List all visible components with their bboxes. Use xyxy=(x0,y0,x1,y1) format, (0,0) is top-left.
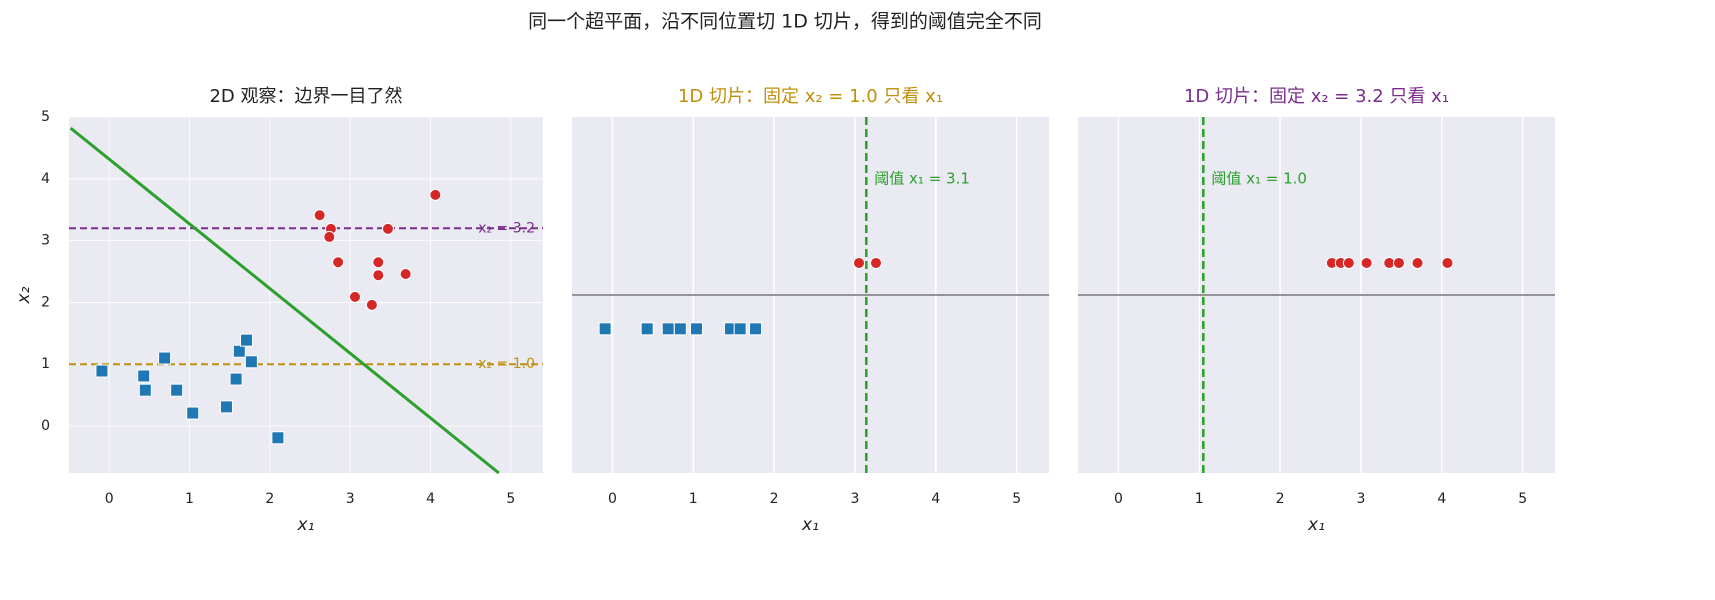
point xyxy=(673,322,687,336)
y-tick-label: 4 xyxy=(41,171,50,187)
x-tick-label: 1 xyxy=(1195,491,1204,507)
point xyxy=(372,256,385,269)
y-axis-label: x₂ xyxy=(14,286,34,304)
point xyxy=(598,322,612,336)
x-tick-label: 4 xyxy=(1437,491,1446,507)
point xyxy=(95,364,109,378)
plot-area xyxy=(69,117,543,473)
threshold-label: 阈值 x₁ = 1.0 xyxy=(1211,170,1307,188)
point xyxy=(323,230,336,243)
point xyxy=(1342,256,1355,269)
x-tick-label: 2 xyxy=(1276,491,1285,507)
point xyxy=(271,431,285,445)
point xyxy=(138,383,152,397)
point xyxy=(869,256,882,269)
hyperplane xyxy=(69,126,500,475)
point xyxy=(1392,256,1405,269)
x-tick-label: 3 xyxy=(346,491,355,507)
figure-title: 同一个超平面，沿不同位置切 1D 切片，得到的阈值完全不同 xyxy=(528,11,1042,33)
point xyxy=(240,333,254,347)
y-tick-label: 0 xyxy=(41,418,50,434)
x-tick-label: 3 xyxy=(851,491,860,507)
point xyxy=(365,298,378,311)
point xyxy=(381,222,394,235)
x-tick-label: 0 xyxy=(105,491,114,507)
panel-title: 1D 切片：固定 x₂ = 1.0 只看 x₁ xyxy=(678,86,943,107)
point xyxy=(1411,256,1424,269)
x-tick-label: 5 xyxy=(506,491,515,507)
point xyxy=(244,355,258,369)
x-tick-label: 0 xyxy=(1114,491,1123,507)
panel-title: 2D 观察：边界一目了然 xyxy=(209,86,402,107)
threshold-label: 阈值 x₁ = 3.1 xyxy=(874,170,970,188)
x-tick-label: 1 xyxy=(689,491,698,507)
reference-label: x₂ = 3.2 xyxy=(478,220,535,236)
point xyxy=(219,400,233,414)
point xyxy=(229,372,243,386)
x-tick-label: 2 xyxy=(265,491,274,507)
y-tick-label: 2 xyxy=(41,294,50,310)
point xyxy=(640,322,654,336)
x-tick-label: 4 xyxy=(426,491,435,507)
x-axis-label: x₁ xyxy=(801,515,819,535)
x-axis-label: x₁ xyxy=(1307,515,1325,535)
panel-title: 1D 切片：固定 x₂ = 3.2 只看 x₁ xyxy=(1184,86,1449,107)
point xyxy=(313,209,326,222)
point xyxy=(1441,256,1454,269)
x-axis-label: x₁ xyxy=(297,515,315,535)
x-tick-label: 5 xyxy=(1012,491,1021,507)
point xyxy=(232,344,246,358)
point xyxy=(137,369,151,383)
x-tick-label: 3 xyxy=(1357,491,1366,507)
point xyxy=(186,406,200,420)
y-tick-label: 1 xyxy=(41,356,50,372)
y-tick-label: 5 xyxy=(41,109,50,125)
x-tick-label: 1 xyxy=(185,491,194,507)
point xyxy=(170,383,184,397)
point xyxy=(690,322,704,336)
x-tick-label: 2 xyxy=(770,491,779,507)
point xyxy=(158,351,172,365)
point xyxy=(853,256,866,269)
point xyxy=(661,322,675,336)
point xyxy=(349,290,362,303)
x-tick-label: 0 xyxy=(608,491,617,507)
reference-label: x₂ = 1.0 xyxy=(478,356,535,372)
point xyxy=(399,267,412,280)
point xyxy=(372,269,385,282)
point xyxy=(1360,256,1373,269)
point xyxy=(429,188,442,201)
y-tick-label: 3 xyxy=(41,233,50,249)
point xyxy=(733,322,747,336)
x-tick-label: 4 xyxy=(931,491,940,507)
point xyxy=(749,322,763,336)
x-tick-label: 5 xyxy=(1518,491,1527,507)
point xyxy=(332,256,345,269)
